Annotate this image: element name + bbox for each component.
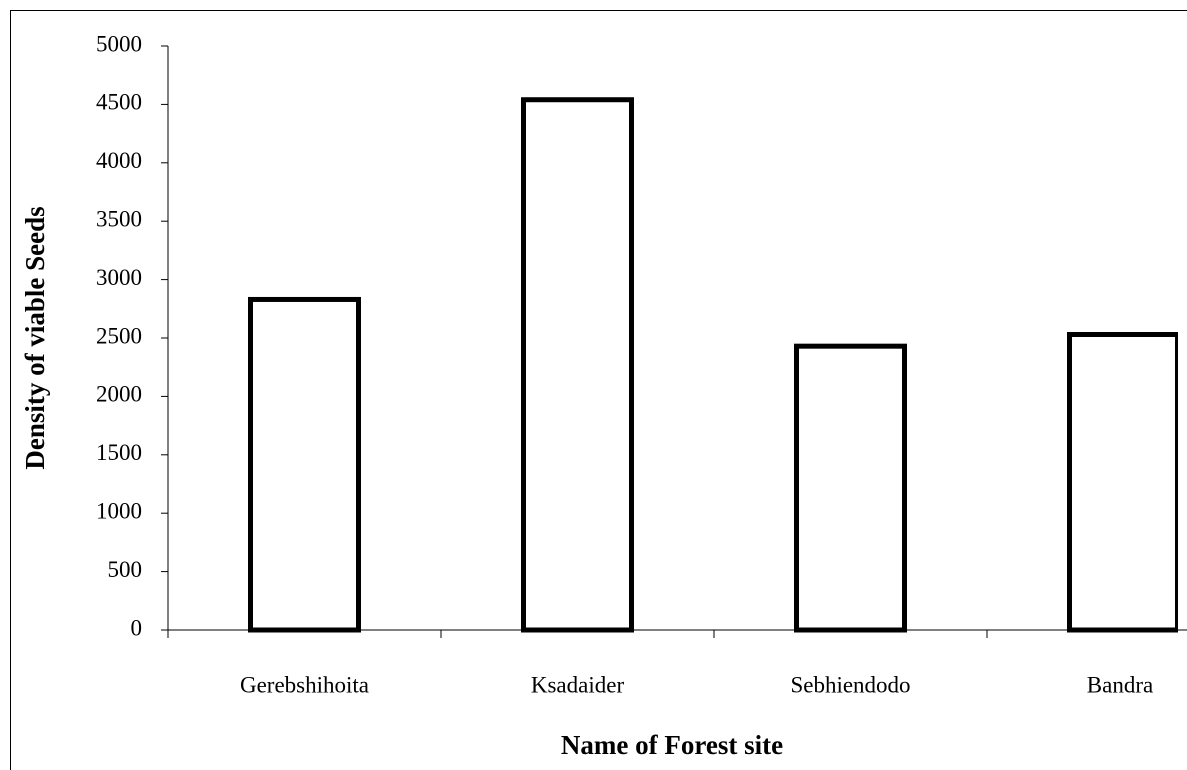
x-tick-label: Gerebshihoita xyxy=(240,672,369,697)
x-tick-label: Bandra xyxy=(1087,672,1153,697)
y-tick-label: 2500 xyxy=(96,323,142,348)
y-tick-label: 5000 xyxy=(96,31,142,56)
y-tick-label: 4500 xyxy=(96,90,142,115)
bar xyxy=(1067,331,1178,633)
y-tick-label: 4000 xyxy=(96,148,142,173)
y-tick-label: 1500 xyxy=(96,440,142,465)
y-tick-label: 2000 xyxy=(96,382,142,407)
y-tick-label: 1000 xyxy=(96,498,142,523)
x-axis-title: Name of Forest site xyxy=(561,730,783,760)
bar xyxy=(521,97,634,633)
bar xyxy=(794,343,907,633)
y-tick-label: 3500 xyxy=(96,206,142,231)
bar xyxy=(248,296,361,633)
y-axis-title: Density of viable Seeds xyxy=(20,206,50,469)
x-tick-label: Sebhiendodo xyxy=(790,672,910,697)
x-tick-label: Ksadaider xyxy=(531,672,625,697)
y-tick-label: 500 xyxy=(108,557,143,582)
y-tick-label: 0 xyxy=(131,615,143,640)
y-tick-label: 3000 xyxy=(96,265,142,290)
